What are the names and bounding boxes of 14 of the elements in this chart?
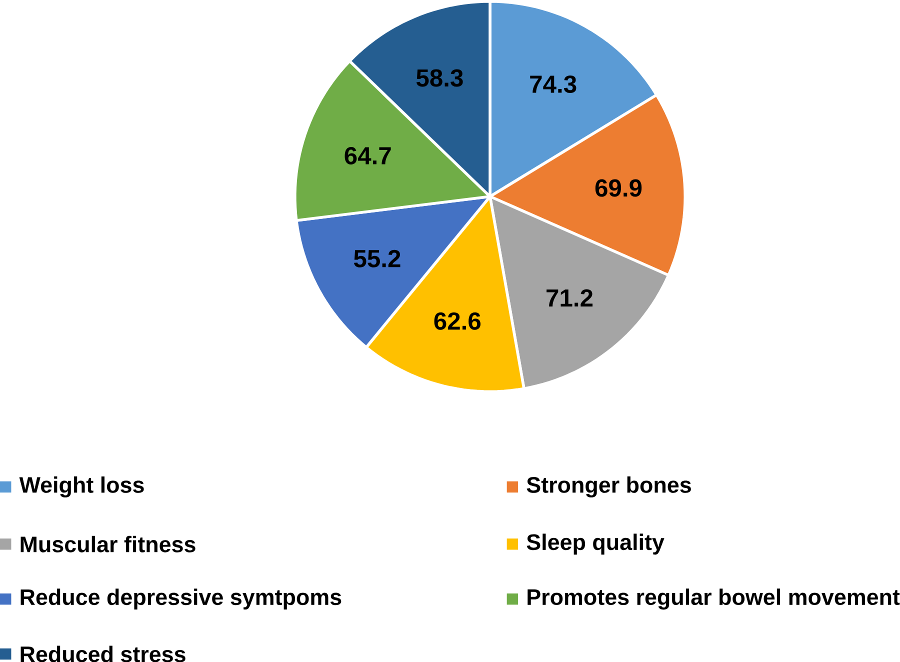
legend-label: Weight loss [19, 476, 144, 498]
data-label: 69.9 [595, 179, 642, 197]
data-label: 58.3 [416, 69, 463, 87]
data-label: 64.7 [344, 146, 391, 164]
legend-label: Sleep quality [526, 534, 664, 554]
legend-label: Muscular fitness [20, 536, 196, 552]
data-label: 71.2 [546, 289, 593, 306]
legend-label: Reduce depressive symtpoms [20, 588, 342, 610]
data-label: 62.6 [434, 312, 481, 330]
data-label: 55.2 [354, 250, 400, 268]
legend-label: Stronger bones [526, 476, 691, 498]
legend-label: Reduced stress [20, 646, 186, 662]
data-label: 74.3 [530, 75, 576, 93]
legend-label: Promotes regular bowel movement [528, 588, 900, 610]
